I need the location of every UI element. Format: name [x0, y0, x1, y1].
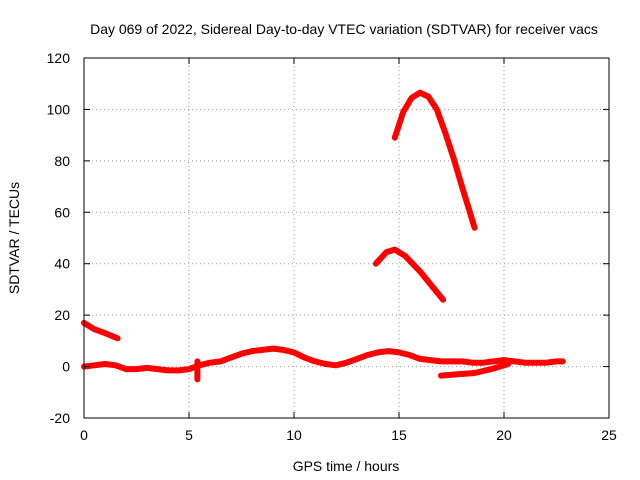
y-axis-label: SDTVAR / TECUs [6, 182, 22, 294]
x-tick-label: 20 [496, 427, 512, 443]
y-tick-label: 40 [54, 256, 70, 272]
chart-title: Day 069 of 2022, Sidereal Day-to-day VTE… [90, 21, 598, 37]
y-tick-label: 60 [54, 204, 70, 220]
plot-frame [83, 57, 610, 419]
series-arc-3 [391, 89, 478, 231]
series-arc-4 [438, 361, 512, 379]
x-tick-label: 10 [286, 427, 302, 443]
series-arc-2 [372, 246, 447, 303]
x-tick-label: 0 [80, 427, 88, 443]
y-tick-label: 100 [47, 101, 71, 117]
x-tick-label: 5 [185, 427, 193, 443]
y-tick-label: 20 [54, 307, 70, 323]
y-tick-label: 80 [54, 153, 70, 169]
x-tick-label: 25 [601, 427, 617, 443]
y-tick-label: 0 [62, 359, 70, 375]
series-baseline [81, 345, 566, 374]
series-arc-1 [81, 319, 121, 342]
y-tick-label: -20 [50, 410, 70, 426]
x-tick-label: 15 [391, 427, 407, 443]
x-axis-label: GPS time / hours [293, 458, 400, 474]
y-tick-label: 120 [47, 50, 71, 66]
series-layer [81, 89, 566, 383]
